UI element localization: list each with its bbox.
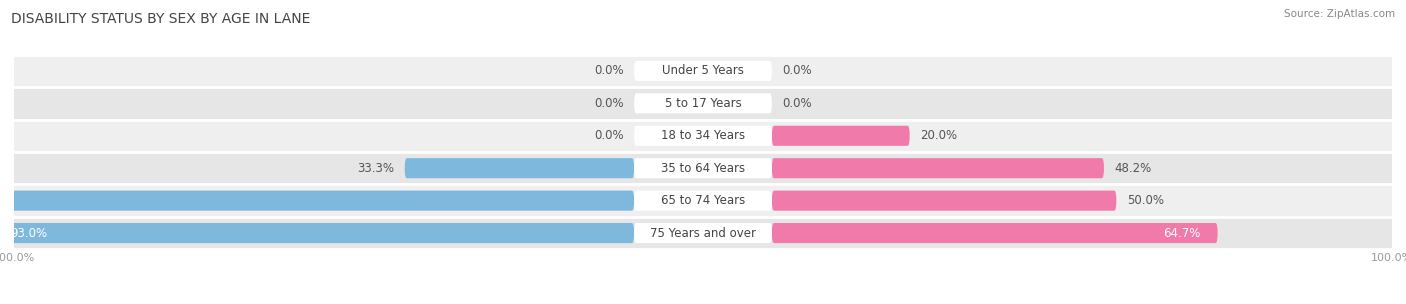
Text: 33.3%: 33.3%	[357, 162, 394, 175]
FancyBboxPatch shape	[634, 126, 772, 146]
Text: 48.2%: 48.2%	[1115, 162, 1152, 175]
Text: DISABILITY STATUS BY SEX BY AGE IN LANE: DISABILITY STATUS BY SEX BY AGE IN LANE	[11, 12, 311, 26]
Text: 50.0%: 50.0%	[1126, 194, 1164, 207]
Text: Source: ZipAtlas.com: Source: ZipAtlas.com	[1284, 9, 1395, 19]
Text: 93.0%: 93.0%	[11, 226, 48, 240]
FancyBboxPatch shape	[14, 152, 1392, 185]
FancyBboxPatch shape	[634, 191, 772, 211]
Text: 20.0%: 20.0%	[920, 129, 957, 142]
FancyBboxPatch shape	[14, 55, 1392, 87]
FancyBboxPatch shape	[0, 223, 634, 243]
Text: 0.0%: 0.0%	[595, 129, 624, 142]
FancyBboxPatch shape	[634, 93, 772, 113]
FancyBboxPatch shape	[772, 158, 1104, 178]
Text: 5 to 17 Years: 5 to 17 Years	[665, 97, 741, 110]
FancyBboxPatch shape	[14, 119, 1392, 152]
FancyBboxPatch shape	[634, 158, 772, 178]
FancyBboxPatch shape	[14, 217, 1392, 249]
Text: 0.0%: 0.0%	[595, 64, 624, 78]
Text: Under 5 Years: Under 5 Years	[662, 64, 744, 78]
FancyBboxPatch shape	[14, 87, 1392, 119]
FancyBboxPatch shape	[405, 158, 634, 178]
Text: 0.0%: 0.0%	[782, 97, 811, 110]
Text: 0.0%: 0.0%	[782, 64, 811, 78]
FancyBboxPatch shape	[634, 61, 772, 81]
FancyBboxPatch shape	[14, 185, 1392, 217]
FancyBboxPatch shape	[772, 223, 1218, 243]
Text: 18 to 34 Years: 18 to 34 Years	[661, 129, 745, 142]
FancyBboxPatch shape	[0, 191, 634, 211]
Legend: Male, Female: Male, Female	[634, 301, 772, 304]
Text: 100.0%: 100.0%	[0, 194, 7, 207]
Text: 75 Years and over: 75 Years and over	[650, 226, 756, 240]
Text: 35 to 64 Years: 35 to 64 Years	[661, 162, 745, 175]
FancyBboxPatch shape	[772, 126, 910, 146]
FancyBboxPatch shape	[634, 223, 772, 243]
Text: 0.0%: 0.0%	[595, 97, 624, 110]
Text: 65 to 74 Years: 65 to 74 Years	[661, 194, 745, 207]
FancyBboxPatch shape	[772, 191, 1116, 211]
Text: 64.7%: 64.7%	[1163, 226, 1201, 240]
